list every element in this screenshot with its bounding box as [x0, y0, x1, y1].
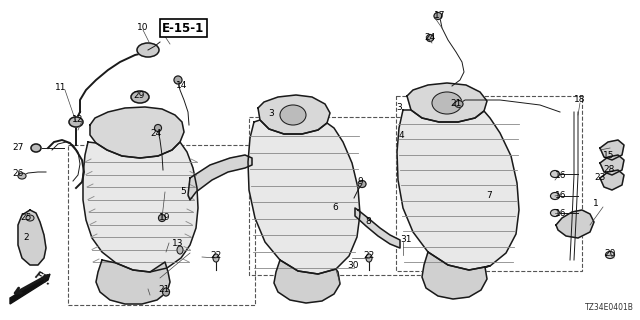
- Text: 24: 24: [424, 33, 436, 42]
- Text: 18: 18: [574, 95, 586, 105]
- Text: 16: 16: [556, 190, 567, 199]
- Text: 3: 3: [396, 102, 402, 111]
- Ellipse shape: [137, 43, 159, 57]
- Text: 11: 11: [55, 83, 67, 92]
- Ellipse shape: [31, 144, 41, 152]
- Text: 15: 15: [604, 151, 615, 161]
- Polygon shape: [96, 260, 170, 304]
- Polygon shape: [274, 260, 340, 303]
- Text: 16: 16: [556, 209, 567, 218]
- Polygon shape: [422, 252, 490, 299]
- Polygon shape: [188, 155, 252, 200]
- Text: 30: 30: [348, 261, 359, 270]
- Text: 22: 22: [211, 252, 221, 260]
- Polygon shape: [397, 110, 519, 270]
- Ellipse shape: [131, 91, 149, 103]
- Ellipse shape: [154, 124, 161, 132]
- Text: FR.: FR.: [33, 270, 54, 288]
- Ellipse shape: [280, 105, 306, 125]
- Text: 5: 5: [180, 188, 186, 196]
- Polygon shape: [600, 140, 624, 160]
- Polygon shape: [18, 210, 46, 265]
- Ellipse shape: [69, 117, 83, 127]
- Text: 12: 12: [72, 115, 84, 124]
- Text: 23: 23: [595, 172, 605, 181]
- Polygon shape: [600, 155, 624, 175]
- Bar: [396, 96, 582, 271]
- Polygon shape: [355, 208, 400, 248]
- Ellipse shape: [426, 35, 433, 42]
- Text: 19: 19: [159, 213, 171, 222]
- Text: 8: 8: [365, 218, 371, 227]
- Bar: [68, 145, 255, 305]
- Ellipse shape: [550, 210, 559, 217]
- Text: 20: 20: [604, 249, 616, 258]
- Text: 21: 21: [451, 99, 461, 108]
- Ellipse shape: [366, 254, 372, 262]
- Ellipse shape: [177, 246, 183, 254]
- Ellipse shape: [213, 254, 219, 262]
- Text: 17: 17: [435, 11, 445, 20]
- Ellipse shape: [434, 12, 442, 20]
- Ellipse shape: [605, 252, 614, 259]
- Text: 29: 29: [133, 92, 145, 100]
- Text: 16: 16: [556, 171, 567, 180]
- Bar: [249, 117, 450, 275]
- Text: 26: 26: [12, 169, 24, 178]
- Polygon shape: [90, 107, 184, 158]
- Text: 22: 22: [364, 252, 374, 260]
- Polygon shape: [83, 142, 198, 272]
- Text: 24: 24: [150, 129, 162, 138]
- Ellipse shape: [358, 180, 366, 188]
- Ellipse shape: [550, 193, 559, 199]
- Text: 6: 6: [332, 203, 338, 212]
- Text: 31: 31: [400, 236, 412, 244]
- Polygon shape: [407, 83, 487, 122]
- Text: 25: 25: [20, 213, 32, 222]
- Polygon shape: [248, 120, 360, 274]
- Text: 14: 14: [176, 81, 188, 90]
- Ellipse shape: [26, 215, 34, 221]
- Text: 13: 13: [172, 238, 184, 247]
- Text: 3: 3: [268, 108, 274, 117]
- Polygon shape: [258, 95, 330, 134]
- Text: 9: 9: [357, 178, 363, 187]
- Text: 28: 28: [604, 165, 614, 174]
- Polygon shape: [10, 274, 50, 304]
- Ellipse shape: [432, 92, 462, 114]
- Polygon shape: [556, 210, 594, 238]
- Ellipse shape: [159, 214, 166, 221]
- Ellipse shape: [455, 100, 463, 108]
- Text: 21: 21: [158, 284, 170, 293]
- Text: 1: 1: [593, 199, 599, 209]
- Text: 10: 10: [137, 23, 148, 33]
- Polygon shape: [600, 170, 624, 190]
- Ellipse shape: [18, 173, 26, 179]
- Text: E-15-1: E-15-1: [162, 21, 204, 35]
- Text: TZ34E0401B: TZ34E0401B: [585, 303, 634, 312]
- Text: 2: 2: [23, 233, 29, 242]
- Ellipse shape: [174, 76, 182, 84]
- Ellipse shape: [550, 171, 559, 178]
- Text: 4: 4: [398, 132, 404, 140]
- Text: 27: 27: [12, 142, 24, 151]
- Ellipse shape: [163, 288, 170, 296]
- Text: 7: 7: [486, 191, 492, 201]
